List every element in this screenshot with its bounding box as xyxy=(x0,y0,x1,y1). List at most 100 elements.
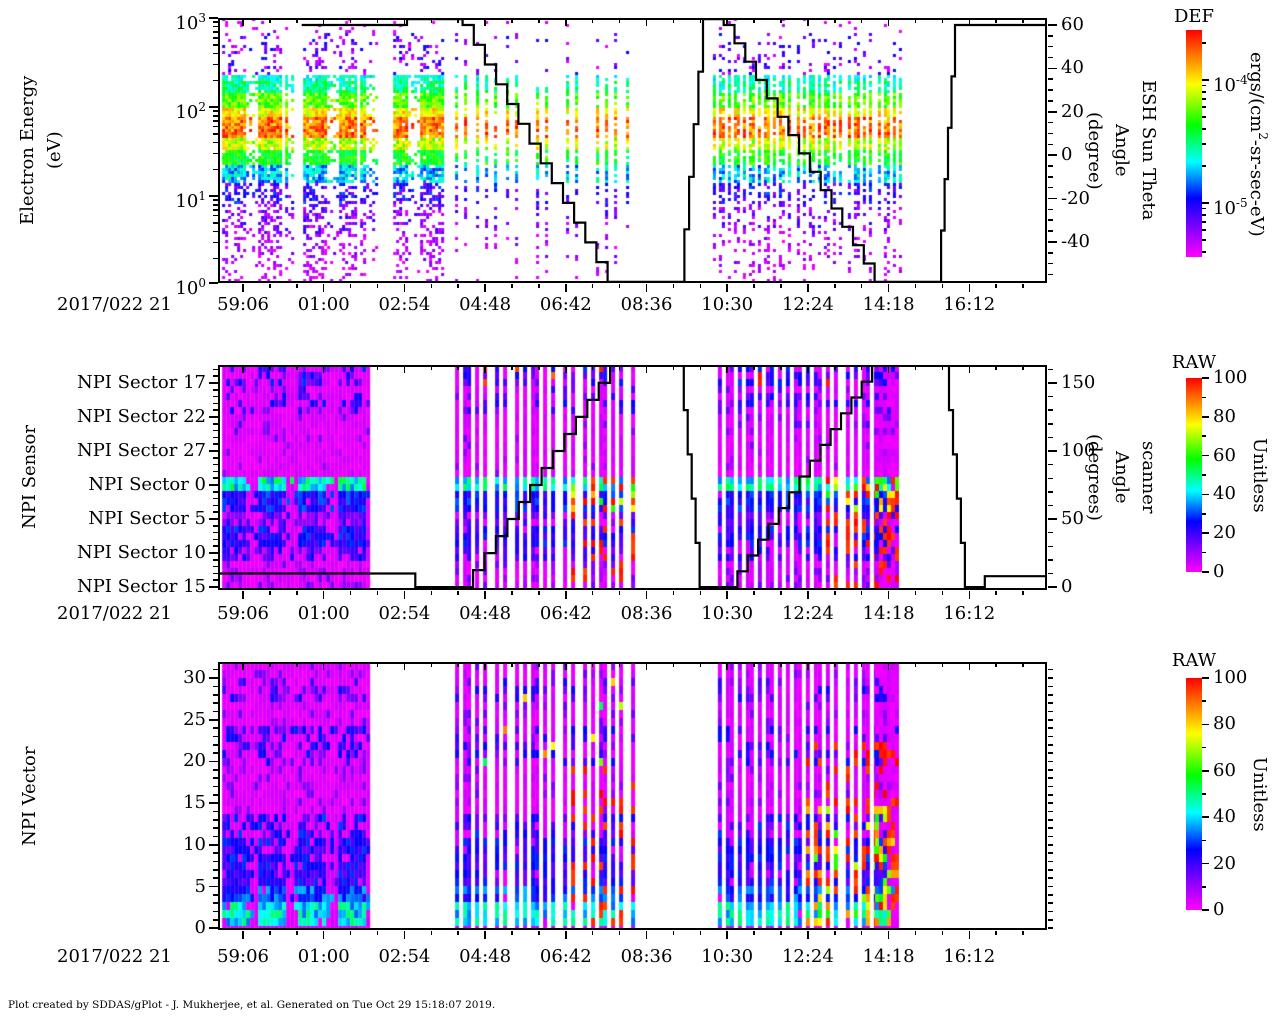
y-minor-tick xyxy=(213,538,218,541)
colorbar-minor-tick xyxy=(1202,700,1206,702)
x-minor-tick-inner xyxy=(753,367,755,370)
y-minor-tick xyxy=(213,230,218,233)
y-right-minor-tick xyxy=(1048,785,1053,788)
y-right-minor-tick xyxy=(1048,409,1053,411)
colorbar-minor-tick xyxy=(1202,106,1206,108)
y-minor-tick xyxy=(213,769,218,771)
x-minor-tick xyxy=(941,591,944,595)
y-minor-tick xyxy=(213,504,218,507)
x-minor-tick-inner xyxy=(511,20,513,23)
y-major-tick xyxy=(209,927,218,929)
y-right-minor-tick xyxy=(1048,885,1053,888)
x-major-tick xyxy=(645,591,648,599)
colorbar-minor-tick xyxy=(1202,239,1206,241)
y-minor-tick xyxy=(213,141,218,144)
y-minor-tick xyxy=(213,409,218,411)
y-minor-tick xyxy=(213,168,218,171)
x-major-tick-inner xyxy=(242,20,244,26)
y-tick-label: 30 xyxy=(183,667,206,689)
x-minor-tick xyxy=(753,284,755,288)
x-minor-tick xyxy=(1022,591,1024,595)
y-minor-tick xyxy=(213,209,218,211)
y-minor-tick xyxy=(213,869,218,871)
x-minor-tick xyxy=(780,591,782,595)
y-minor-tick xyxy=(213,37,218,39)
y-right-minor-tick xyxy=(1048,735,1053,738)
x-minor-tick-inner xyxy=(914,664,917,667)
y-right-tick-label: 0 xyxy=(1061,576,1073,598)
colorbar-minor-tick xyxy=(1202,91,1206,93)
x-minor-tick-inner xyxy=(995,664,997,667)
y-minor-tick xyxy=(213,525,218,527)
x-major-tick xyxy=(887,931,890,939)
x-minor-tick xyxy=(753,931,755,935)
x-minor-tick xyxy=(941,284,944,288)
y-right-minor-tick xyxy=(1048,835,1053,838)
x-minor-tick xyxy=(349,931,352,935)
colorbar-major-tick xyxy=(1202,816,1209,818)
x-minor-tick-inner xyxy=(296,367,298,370)
x-tick-label: 14:18 xyxy=(862,294,915,315)
npi-sensor-overlay-line xyxy=(218,365,1047,589)
x-minor-tick-inner xyxy=(618,664,621,667)
colorbar-unit-raw-1: Unitless xyxy=(1249,437,1270,513)
y-minor-tick xyxy=(213,463,218,466)
y-right-tick-label: 50 xyxy=(1061,508,1084,530)
y-minor-tick xyxy=(213,852,218,854)
x-minor-tick xyxy=(995,931,997,935)
x-major-tick-inner xyxy=(484,20,486,26)
colorbar-tick-label: 60 xyxy=(1213,444,1236,466)
y-tick-label: NPI Sector 10 xyxy=(76,541,206,563)
x-major-tick-inner xyxy=(807,367,809,373)
y-right-minor-tick xyxy=(1048,902,1053,904)
x-minor-tick xyxy=(538,931,540,935)
y-minor-tick xyxy=(213,777,218,779)
x-minor-tick xyxy=(914,591,917,595)
colorbar-minor-tick xyxy=(1202,84,1206,87)
x-minor-tick-inner xyxy=(672,664,675,667)
x-minor-tick xyxy=(296,931,298,935)
colorbar-tick-label: 80 xyxy=(1213,405,1236,427)
y-minor-tick xyxy=(213,785,218,788)
colorbar-tick-label: 20 xyxy=(1213,522,1236,544)
x-minor-tick xyxy=(511,591,513,595)
x-tick-label: 59:06 xyxy=(217,946,269,967)
x-major-tick-inner xyxy=(565,664,567,670)
x-minor-tick-inner xyxy=(618,367,621,370)
y-right-minor-tick xyxy=(1048,100,1053,102)
y-major-tick xyxy=(209,552,218,554)
x-minor-tick xyxy=(753,591,755,595)
x-minor-tick-inner xyxy=(618,20,621,23)
y-major-tick xyxy=(209,450,218,452)
y-tick-label: 103 xyxy=(175,11,206,34)
x-minor-tick-inner xyxy=(376,20,379,23)
x-minor-tick xyxy=(457,591,459,595)
x-axis-start-label-3: 2017/022 21 xyxy=(57,946,172,967)
x-minor-tick-inner xyxy=(941,20,944,23)
y-major-tick xyxy=(209,282,218,284)
colorbar-tick-label: 10-5 xyxy=(1213,195,1248,219)
x-major-tick xyxy=(726,931,728,939)
y-minor-tick xyxy=(213,710,218,713)
x-minor-tick xyxy=(538,591,540,595)
colorbar-minor-tick xyxy=(1202,165,1206,167)
y-right-minor-tick xyxy=(1048,869,1053,871)
colorbar-minor-tick xyxy=(1202,396,1206,399)
colorbar-minor-tick xyxy=(1202,746,1206,749)
x-major-tick xyxy=(887,591,890,599)
colorbar-title-def: DEF xyxy=(1173,6,1215,27)
colorbar-unit-def: ergs/(cm2-sr-sec-eV) xyxy=(1246,51,1270,237)
x-major-tick xyxy=(484,284,486,292)
x-minor-tick xyxy=(995,284,997,288)
x-minor-tick-inner xyxy=(457,367,459,370)
x-minor-tick xyxy=(511,284,513,288)
x-tick-label: 10:30 xyxy=(701,603,754,624)
x-minor-tick xyxy=(834,284,836,288)
x-minor-tick xyxy=(780,931,782,935)
y-right-major-tick xyxy=(1048,197,1057,200)
y-minor-tick xyxy=(213,579,218,581)
y-major-tick xyxy=(209,382,218,384)
x-tick-label: 59:06 xyxy=(217,603,269,624)
y-right-major-tick xyxy=(1048,450,1057,452)
x-minor-tick-inner xyxy=(591,20,594,23)
